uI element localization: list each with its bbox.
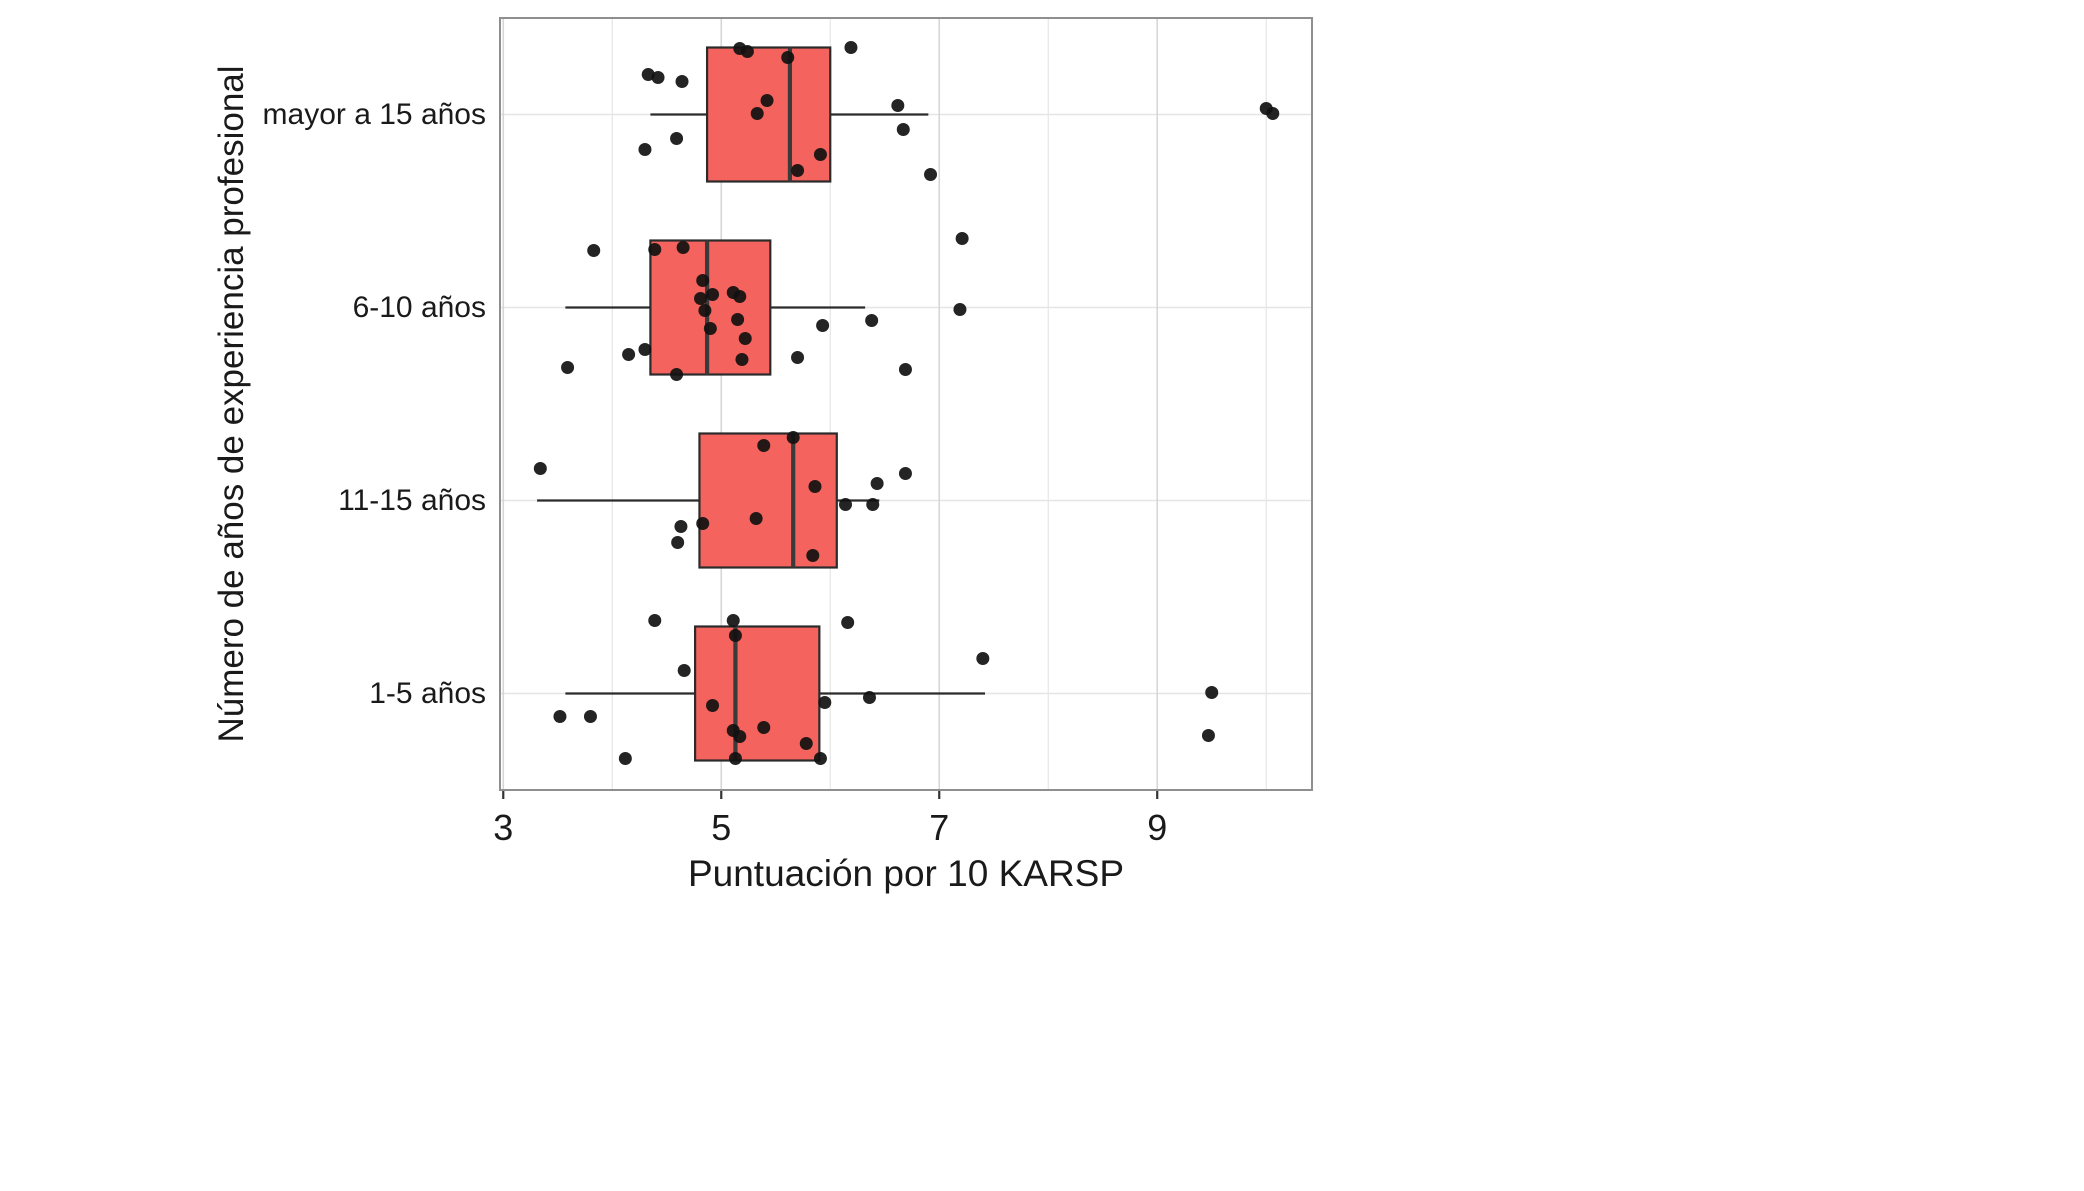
jitter-point <box>953 303 967 316</box>
jitter-point <box>706 288 720 301</box>
x-tick-label: 5 <box>711 807 731 848</box>
jitter-point <box>841 616 855 629</box>
jitter-point <box>740 45 754 58</box>
jitter-point <box>757 721 771 734</box>
x-axis-title: Puntuación por 10 KARSP <box>688 853 1124 894</box>
jitter-point <box>891 99 905 112</box>
panel-border <box>499 17 1313 791</box>
jitter-point <box>670 132 684 145</box>
jitter-point <box>728 629 742 642</box>
y-category-label: 1-5 años <box>369 677 486 710</box>
jitter-point <box>870 477 884 490</box>
jitter-point <box>670 368 684 381</box>
jitter-point <box>675 75 689 88</box>
jitter-point <box>839 498 853 511</box>
jitter-point <box>706 699 720 712</box>
jitter-point <box>924 168 938 181</box>
jitter-point <box>738 332 752 345</box>
jitter-point <box>955 232 969 245</box>
jitter-point <box>818 696 832 709</box>
jitter-point <box>808 480 822 493</box>
jitter-point <box>1201 729 1215 742</box>
x-tick-label: 3 <box>493 807 513 848</box>
jitter-point <box>703 322 717 335</box>
jitter-point <box>622 348 636 361</box>
jitter-point <box>898 467 912 480</box>
jitter-point <box>1266 107 1280 120</box>
jitter-point <box>733 730 747 743</box>
jitter-point <box>733 290 747 303</box>
jitter-point <box>671 536 685 549</box>
jitter-point <box>698 304 712 317</box>
x-tick-label: 9 <box>1147 807 1167 848</box>
jitter-point <box>757 439 771 452</box>
jitter-point <box>641 68 655 81</box>
jitter-point <box>651 71 665 84</box>
y-category-label: 6-10 años <box>353 291 486 324</box>
jitter-point <box>677 664 691 677</box>
jitter-point <box>533 462 547 475</box>
jitter-point <box>618 752 632 765</box>
box-rect <box>705 46 832 183</box>
jitter-point <box>865 314 879 327</box>
jitter-point <box>760 94 774 107</box>
jitter-point <box>648 243 662 256</box>
box-rect <box>693 625 821 762</box>
jitter-point <box>862 691 876 704</box>
jitter-point <box>898 363 912 376</box>
jitter-point <box>1205 686 1219 699</box>
jitter-point <box>694 292 708 305</box>
jitter-point <box>844 41 858 54</box>
jitter-point <box>781 51 795 64</box>
x-tick-label: 7 <box>929 807 949 848</box>
jitter-point <box>638 343 652 356</box>
jitter-point <box>676 241 690 254</box>
y-category-label: mayor a 15 años <box>263 98 486 131</box>
jitter-point <box>813 148 827 161</box>
plot-layers: 3 5 7 9 mayor a 15 años 6-10 años 11-15 años 1-… <box>263 17 1313 848</box>
jitter-point <box>750 107 764 120</box>
jitter-point <box>791 164 805 177</box>
jitter-point <box>731 313 745 326</box>
jitter-point <box>786 431 800 444</box>
jitter-point <box>648 614 662 627</box>
jitter-point <box>583 710 597 723</box>
jitter-point <box>726 614 740 627</box>
jitter-point <box>561 361 575 374</box>
jitter-point <box>806 549 820 562</box>
jitter-point <box>896 123 910 136</box>
panel-background <box>500 18 1312 790</box>
jitter-point <box>799 737 813 750</box>
jitter-point <box>976 652 990 665</box>
jitter-point <box>587 244 601 257</box>
box-rect <box>698 432 838 569</box>
y-axis-title: Número de años de experiencia profesiona… <box>212 65 251 742</box>
jitter-point <box>638 143 652 156</box>
jitter-point <box>728 752 742 765</box>
jitter-point <box>553 710 567 723</box>
jitter-point <box>735 353 749 366</box>
jitter-point <box>866 498 880 511</box>
jitter-point <box>674 520 688 533</box>
jitter-point <box>813 752 827 765</box>
jitter-point <box>749 512 763 525</box>
jitter-point <box>791 351 805 364</box>
jitter-point <box>696 517 710 530</box>
jitter-point <box>816 319 830 332</box>
jitter-point <box>696 274 710 287</box>
y-category-label: 11-15 años <box>338 484 486 517</box>
